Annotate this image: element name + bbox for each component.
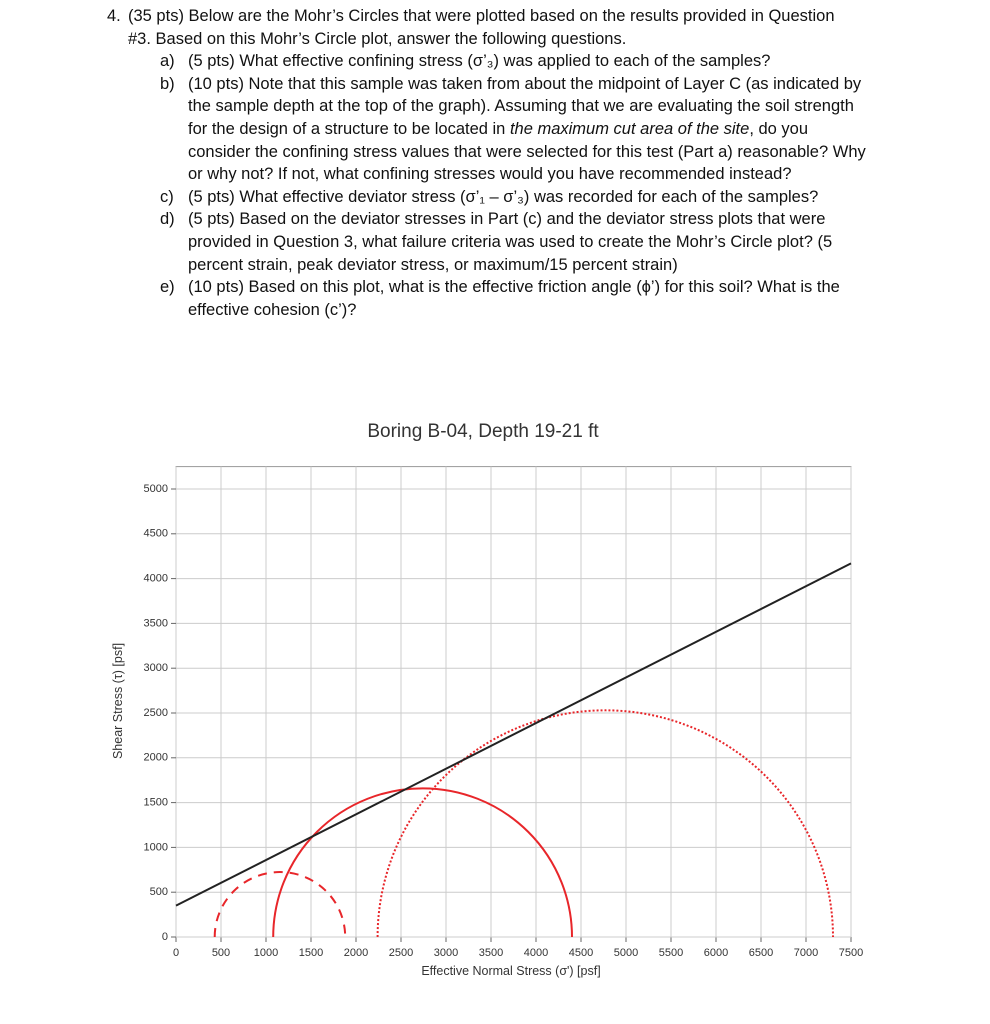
question-item: c) (5 pts) What effective deviator stress… (160, 186, 867, 209)
x-tick-label: 6500 (749, 947, 773, 959)
question-number: 4. (107, 7, 121, 25)
y-tick-label: 0 (162, 931, 168, 943)
x-tick-label: 6000 (704, 947, 728, 959)
x-tick-label: 7500 (839, 947, 863, 959)
x-tick-label: 1000 (254, 947, 278, 959)
question-text: (35 pts) Below are the Mohr’s Circles th… (128, 7, 835, 48)
item-text-part: (5 pts) What effective confining stress … (188, 52, 771, 71)
x-tick-label: 0 (173, 947, 179, 959)
y-tick-label: 3500 (144, 617, 168, 629)
item-text-part: (10 pts) Note that this sample was taken… (188, 74, 862, 138)
item-text: (10 pts) Note that this sample was taken… (188, 73, 867, 186)
x-tick-label: 5000 (614, 947, 638, 959)
y-tick-label: 1500 (144, 797, 168, 809)
x-tick-label: 2500 (389, 947, 413, 959)
plot-area (175, 466, 852, 938)
item-text-part: (10 pts) Based on this plot, what is the… (188, 278, 840, 319)
item-label: b) (160, 74, 175, 93)
item-text-part: (5 pts) What effective deviator stress (… (188, 187, 819, 206)
mohr-circle (272, 787, 573, 938)
item-text-part: (5 pts) Based on the deviator stresses i… (188, 210, 833, 274)
item-text-part: the maximum cut area of the site (509, 119, 750, 138)
x-tick-label: 1500 (299, 947, 323, 959)
item-label: d) (160, 210, 175, 229)
x-axis-label: Effective Normal Stress (σ') [psf] (421, 964, 600, 978)
question-head: 4. (35 pts) Below are the Mohr’s Circles… (107, 5, 837, 50)
x-tick-label: 7000 (794, 947, 818, 959)
y-tick-label: 2500 (144, 707, 168, 719)
y-tick-label: 5000 (144, 483, 168, 495)
failure-envelope (175, 562, 852, 907)
question-item: a) (5 pts) What effective confining stres… (160, 50, 867, 73)
item-label: e) (160, 278, 175, 297)
y-axis-label: Shear Stress (τ) [psf] (111, 643, 125, 759)
item-text: (5 pts) Based on the deviator stresses i… (188, 208, 867, 276)
chart-title: Boring B-04, Depth 19-21 ft (367, 421, 599, 442)
question-items: a) (5 pts) What effective confining stres… (107, 50, 867, 321)
y-tick-label: 3000 (144, 662, 168, 674)
y-tick-label: 4000 (144, 573, 168, 585)
question: 4. (35 pts) Below are the Mohr’s Circles… (107, 5, 867, 321)
item-text-part: , do you consider the confining stress v… (188, 119, 866, 184)
x-tick-label: 3000 (434, 947, 458, 959)
question-item: b) (10 pts) Note that this sample was tak… (160, 73, 867, 186)
y-tick-label: 4500 (144, 528, 168, 540)
mohr-circle (213, 871, 347, 938)
item-text: (10 pts) Based on this plot, what is the… (188, 276, 867, 321)
mohr-circle (376, 709, 834, 938)
y-tick-label: 2000 (144, 752, 168, 764)
x-tick-label: 5500 (659, 947, 683, 959)
x-tick-label: 4500 (569, 947, 593, 959)
question-item: d) (5 pts) Based on the deviator stresses… (160, 208, 867, 276)
item-label: c) (160, 187, 174, 206)
y-tick-label: 1000 (144, 841, 168, 853)
x-tick-label: 3500 (479, 947, 503, 959)
question-item: e) (10 pts) Based on this plot, what is t… (160, 276, 867, 321)
x-tick-label: 4000 (524, 947, 548, 959)
item-text: (5 pts) What effective confining stress … (188, 50, 770, 73)
y-tick-label: 500 (150, 886, 168, 898)
item-text: (5 pts) What effective deviator stress (… (188, 186, 818, 209)
x-tick-label: 2000 (344, 947, 368, 959)
x-tick-label: 500 (212, 947, 230, 959)
item-label: a) (160, 52, 175, 71)
